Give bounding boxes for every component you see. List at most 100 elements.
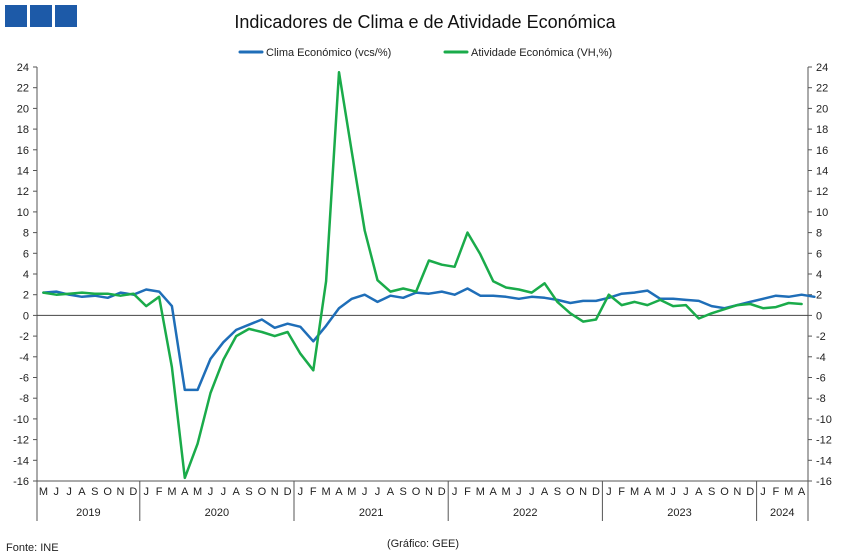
legend-label-clima: Clima Económico (vcs/%) [266, 47, 391, 59]
data-point-clima [299, 325, 302, 328]
x-month-label: A [181, 486, 189, 498]
legend-label-atividade: Atividade Económica (VH,%) [471, 47, 612, 59]
data-point-clima [530, 295, 533, 298]
x-month-label: J [66, 486, 72, 498]
x-month-label: S [708, 486, 715, 498]
chart-title: Indicadores de Clima e de Atividade Econ… [234, 12, 616, 32]
x-month-label: N [271, 486, 279, 498]
data-point-atividade [543, 282, 546, 285]
y-tick-label-right: 22 [816, 83, 828, 95]
x-month-label: D [284, 486, 292, 498]
data-point-clima [440, 290, 443, 293]
data-point-clima [813, 295, 816, 298]
data-point-atividade [479, 253, 482, 256]
x-year-label: 2021 [359, 507, 383, 519]
data-point-clima [787, 295, 790, 298]
data-point-atividade [685, 304, 687, 306]
y-tick-label-left: -6 [19, 373, 29, 385]
y-tick-label-left: 24 [17, 62, 29, 74]
ine-logo [5, 5, 77, 27]
data-point-clima [633, 291, 636, 294]
x-month-label: J [362, 486, 368, 498]
data-point-clima [338, 307, 340, 310]
data-point-clima [260, 318, 263, 321]
x-month-label: D [438, 486, 446, 498]
data-point-atividade [723, 308, 726, 311]
logo-square-3 [55, 5, 77, 27]
data-point-clima [710, 305, 713, 307]
data-point-clima [453, 293, 456, 296]
data-point-atividade [68, 292, 71, 295]
data-point-atividade [659, 298, 662, 301]
x-month-label: O [103, 486, 112, 498]
y-tick-label-left: 14 [17, 166, 29, 178]
x-month-label: D [129, 486, 137, 498]
y-tick-label-right: 8 [816, 228, 822, 240]
data-point-atividade [440, 263, 443, 266]
x-month-label: J [208, 486, 214, 498]
data-point-atividade [672, 305, 674, 307]
y-tick-label-left: 4 [23, 269, 29, 281]
data-point-atividade [350, 150, 353, 153]
y-tick-label-right: 10 [816, 207, 828, 219]
x-month-label: A [233, 486, 241, 498]
data-point-clima [350, 297, 353, 300]
data-point-atividade [710, 312, 713, 315]
x-month-label: N [117, 486, 125, 498]
data-point-atividade [697, 317, 700, 320]
data-point-atividade [453, 265, 456, 268]
data-point-atividade [376, 279, 379, 282]
x-month-label: J [54, 486, 60, 498]
data-point-atividade [762, 307, 764, 310]
data-point-clima [620, 292, 623, 295]
x-month-label: A [695, 486, 703, 498]
data-point-atividade [106, 292, 109, 295]
data-point-atividade [607, 293, 610, 296]
x-month-label: J [606, 486, 612, 498]
x-month-label: D [592, 486, 600, 498]
data-point-atividade [196, 442, 199, 445]
data-point-clima [517, 297, 520, 300]
x-month-label: J [529, 486, 535, 498]
y-tick-label-left: -12 [13, 435, 29, 447]
x-year-label: 2020 [205, 507, 229, 519]
data-point-atividade [363, 229, 366, 232]
y-tick-label-right: 4 [816, 269, 822, 281]
data-point-clima [402, 296, 405, 299]
data-point-clima [106, 296, 109, 299]
data-point-clima [762, 297, 764, 300]
x-month-label: M [347, 486, 356, 498]
x-month-label: A [541, 486, 549, 498]
x-month-label: M [784, 486, 793, 498]
x-month-label: F [773, 486, 780, 498]
x-month-label: M [656, 486, 665, 498]
data-point-clima [55, 290, 58, 293]
x-month-label: N [733, 486, 741, 498]
data-point-clima [183, 389, 186, 391]
y-tick-label-left: 20 [17, 103, 29, 115]
y-tick-label-right: 20 [816, 103, 828, 115]
data-point-clima [145, 288, 148, 291]
data-point-clima [774, 294, 777, 297]
y-tick-label-right: -16 [816, 476, 832, 488]
data-point-clima [158, 290, 160, 293]
x-month-label: M [39, 486, 48, 498]
data-point-clima [81, 295, 83, 298]
credit-note: (Gráfico: GEE) [387, 538, 459, 550]
x-month-label: S [400, 486, 407, 498]
x-month-label: A [387, 486, 395, 498]
y-tick-label-left: 22 [17, 83, 29, 95]
y-tick-label-left: -8 [19, 393, 29, 405]
x-month-label: N [425, 486, 433, 498]
y-tick-label-right: -6 [816, 373, 826, 385]
data-point-atividade [132, 292, 135, 295]
x-year-label: 2024 [770, 507, 794, 519]
x-month-label: F [464, 486, 471, 498]
data-point-clima [466, 287, 469, 290]
x-month-label: M [167, 486, 176, 498]
y-tick-label-right: 0 [816, 310, 822, 322]
data-point-atividade [312, 369, 315, 372]
y-tick-label-left: 2 [23, 290, 29, 302]
y-tick-label-left: 10 [17, 207, 29, 219]
data-point-clima [286, 322, 289, 325]
